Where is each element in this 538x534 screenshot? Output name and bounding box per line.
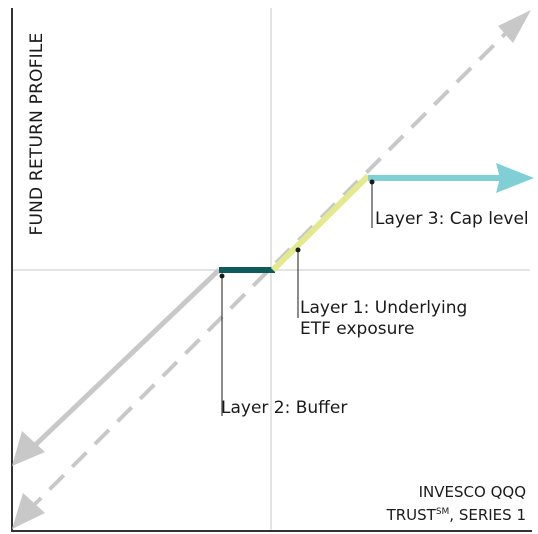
dashed-reference-line bbox=[25, 25, 514, 514]
fund-name-series: , SERIES 1 bbox=[449, 506, 526, 524]
layer2-label: Layer 2: Buffer bbox=[221, 398, 348, 418]
fund-name-sm-mark: SM bbox=[435, 507, 450, 517]
downside-line bbox=[28, 268, 221, 452]
cap-arrowhead bbox=[496, 163, 534, 193]
layer1-label-line2: ETF exposure bbox=[300, 319, 415, 339]
layer1-label: Layer 1: Underlying ETF exposure bbox=[300, 298, 467, 340]
layer1-label-line1: Layer 1: Underlying bbox=[300, 298, 468, 318]
fund-name-line1: INVESCO QQQ bbox=[418, 483, 526, 501]
layer3-label: Layer 3: Cap level bbox=[375, 209, 529, 229]
dashed-reference-arrowhead-lower bbox=[12, 493, 45, 529]
downside-arrowhead bbox=[12, 431, 45, 466]
fund-name-line2: TRUSTSM, SERIES 1 bbox=[387, 502, 526, 525]
fund-name-label: INVESCO QQQ TRUSTSM, SERIES 1 bbox=[387, 482, 526, 525]
dashed-reference-arrowhead-upper bbox=[498, 10, 531, 43]
fund-name-trust: TRUST bbox=[386, 506, 436, 524]
underlying-exposure-segment bbox=[270, 173, 371, 273]
y-axis-label: FUND RETURN PROFILE bbox=[27, 32, 47, 236]
